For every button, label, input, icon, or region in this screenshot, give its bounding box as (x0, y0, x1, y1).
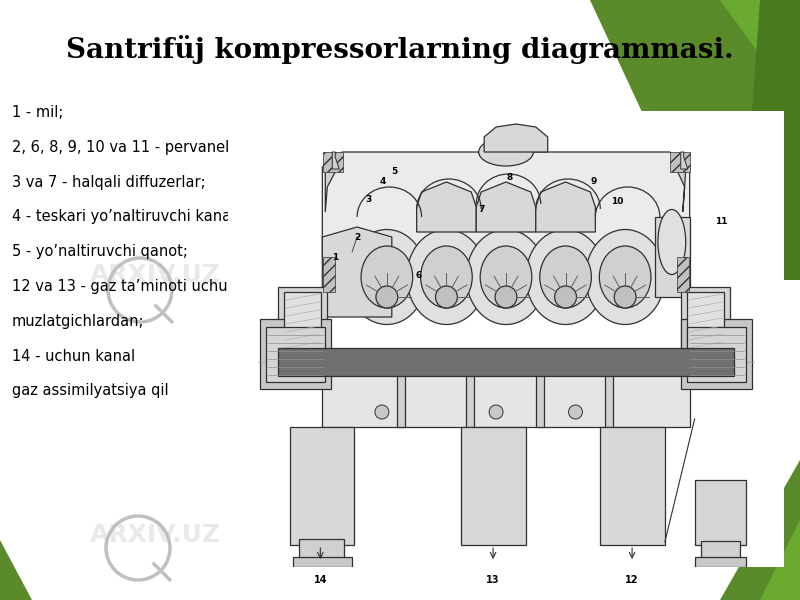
Ellipse shape (540, 246, 591, 308)
Ellipse shape (599, 246, 651, 308)
Bar (600, 427, 665, 545)
Bar (323, 257, 335, 292)
Ellipse shape (495, 286, 517, 308)
Bar (299, 539, 344, 559)
Ellipse shape (421, 246, 472, 308)
Ellipse shape (478, 138, 534, 166)
Ellipse shape (361, 246, 413, 308)
Text: 1: 1 (332, 253, 338, 262)
Bar (681, 287, 730, 372)
Ellipse shape (526, 229, 606, 325)
Bar (323, 152, 343, 172)
Text: 12: 12 (626, 575, 639, 585)
Bar (290, 427, 354, 545)
Text: 9: 9 (590, 178, 597, 187)
Text: 11: 11 (715, 217, 728, 226)
Text: ARXIV.UZ: ARXIV.UZ (90, 263, 221, 287)
Text: 13: 13 (486, 575, 500, 585)
Bar (466, 362, 474, 427)
Polygon shape (590, 0, 800, 280)
Text: 14 - uchun kanal: 14 - uchun kanal (12, 349, 135, 364)
Text: 3: 3 (366, 194, 372, 203)
Bar (278, 287, 327, 372)
Ellipse shape (347, 229, 426, 325)
Bar (283, 292, 322, 367)
Polygon shape (322, 152, 690, 257)
Text: 4 - teskari yo’naltiruvchi kanal;: 4 - teskari yo’naltiruvchi kanal; (12, 209, 240, 224)
Text: 6: 6 (415, 271, 422, 280)
Ellipse shape (554, 286, 577, 308)
Bar (677, 257, 689, 292)
Bar (686, 327, 746, 382)
Bar (694, 480, 746, 545)
Text: 4: 4 (380, 178, 386, 187)
Polygon shape (678, 157, 686, 212)
Text: gaz assimilyatsiya qil: gaz assimilyatsiya qil (12, 383, 169, 398)
Bar (536, 362, 544, 427)
Ellipse shape (614, 286, 636, 308)
Polygon shape (681, 152, 688, 169)
Bar (681, 319, 752, 389)
Ellipse shape (406, 229, 486, 325)
Text: ARXIV.UZ: ARXIV.UZ (425, 523, 555, 547)
Bar (260, 319, 331, 389)
Polygon shape (740, 0, 800, 280)
Text: 5: 5 (392, 167, 398, 176)
Ellipse shape (375, 405, 389, 419)
Polygon shape (332, 152, 339, 169)
Bar (462, 427, 526, 545)
Polygon shape (322, 227, 392, 317)
Bar (694, 557, 746, 567)
Ellipse shape (466, 229, 546, 325)
Bar (655, 217, 690, 297)
Bar (686, 292, 725, 367)
Bar (397, 362, 405, 427)
Text: ARXIV.UZ: ARXIV.UZ (270, 125, 430, 154)
Text: 12 va 13 - gaz ta’minoti uchun kanallar: 12 va 13 - gaz ta’minoti uchun kanallar (12, 279, 301, 294)
Text: 1 - mil;: 1 - mil; (12, 105, 63, 120)
Ellipse shape (489, 405, 503, 419)
Ellipse shape (586, 229, 665, 325)
Ellipse shape (658, 209, 686, 275)
Bar (293, 557, 352, 567)
Text: ARXIV.UZ: ARXIV.UZ (90, 523, 221, 547)
Polygon shape (476, 182, 536, 232)
Text: muzlatgichlardan;: muzlatgichlardan; (12, 314, 145, 329)
Ellipse shape (480, 246, 532, 308)
Ellipse shape (435, 286, 458, 308)
Bar (322, 359, 690, 427)
Polygon shape (720, 460, 800, 600)
Polygon shape (0, 540, 32, 600)
Bar (278, 348, 734, 376)
Polygon shape (326, 157, 335, 212)
Polygon shape (484, 124, 548, 152)
Bar (606, 362, 614, 427)
Text: 2: 2 (354, 232, 360, 241)
Text: 10: 10 (611, 197, 623, 206)
Text: 14: 14 (314, 575, 327, 585)
Text: 5 - yo’naltiruvchi qanot;: 5 - yo’naltiruvchi qanot; (12, 244, 188, 259)
Text: 2, 6, 8, 9, 10 va 11 - pervanellar;: 2, 6, 8, 9, 10 va 11 - pervanellar; (12, 140, 254, 155)
Text: 3 va 7 - halqali diffuzerlar;: 3 va 7 - halqali diffuzerlar; (12, 175, 206, 190)
Polygon shape (720, 0, 800, 110)
Text: 8: 8 (507, 173, 513, 181)
Text: 7: 7 (478, 205, 484, 214)
Bar (266, 327, 326, 382)
Ellipse shape (569, 405, 582, 419)
Bar (701, 541, 740, 559)
Bar (670, 152, 690, 172)
Ellipse shape (376, 286, 398, 308)
Text: Santrifüj kompressorlarning diagrammasi.: Santrifüj kompressorlarning diagrammasi. (66, 35, 734, 64)
Polygon shape (417, 182, 476, 232)
Polygon shape (536, 182, 595, 232)
Polygon shape (760, 520, 800, 600)
